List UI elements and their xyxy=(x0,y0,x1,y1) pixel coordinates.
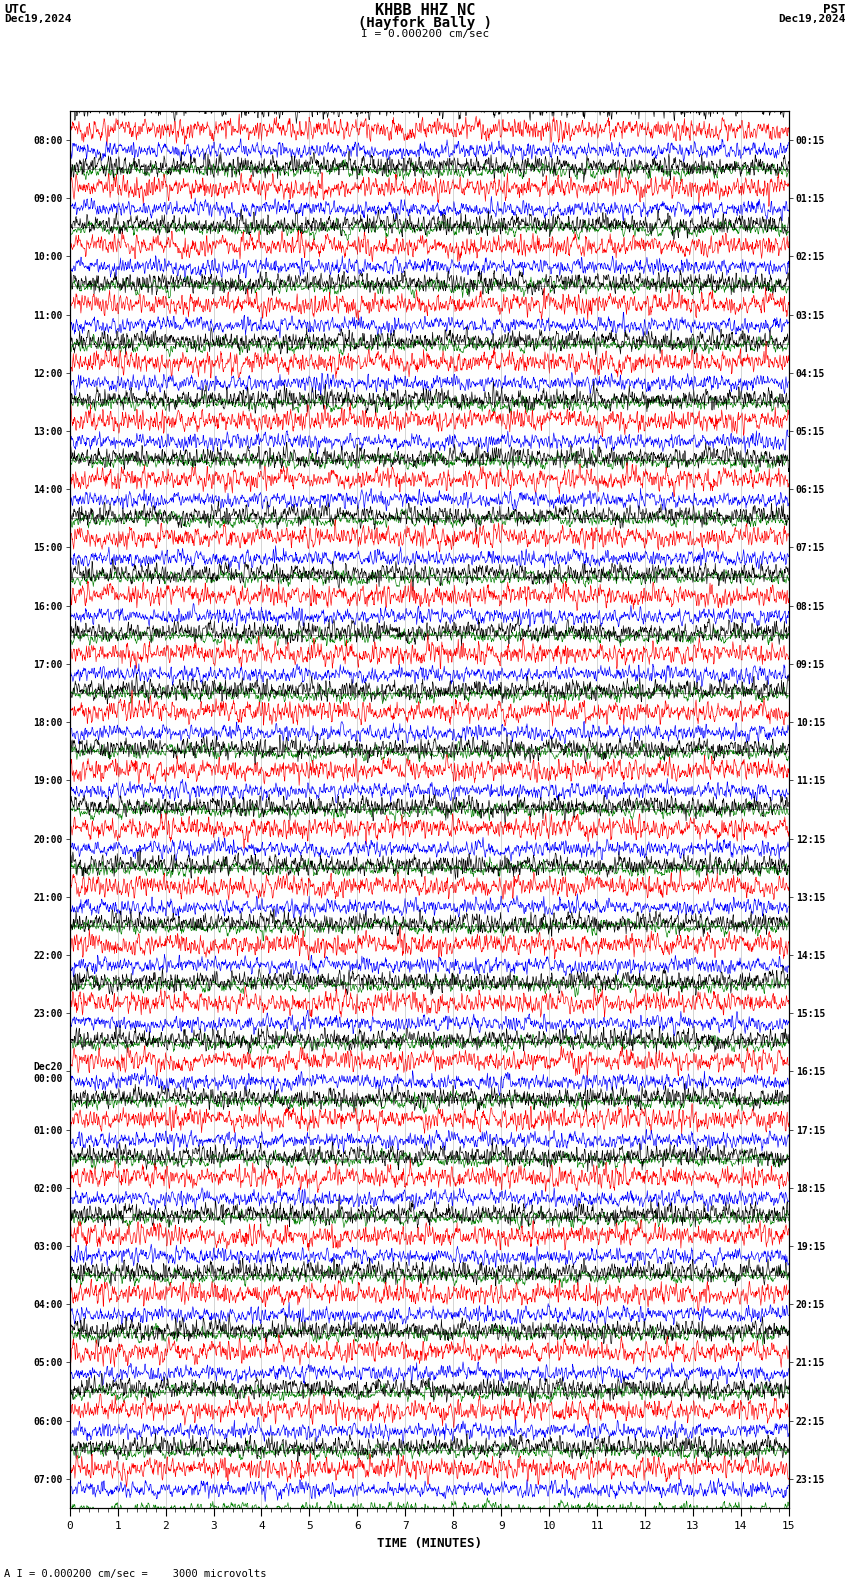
Text: (Hayfork Bally ): (Hayfork Bally ) xyxy=(358,16,492,30)
X-axis label: TIME (MINUTES): TIME (MINUTES) xyxy=(377,1536,482,1549)
Text: KHBB HHZ NC: KHBB HHZ NC xyxy=(375,3,475,17)
Text: PST: PST xyxy=(824,3,846,16)
Text: I = 0.000200 cm/sec: I = 0.000200 cm/sec xyxy=(361,29,489,38)
Text: UTC: UTC xyxy=(4,3,26,16)
Text: A I = 0.000200 cm/sec =    3000 microvolts: A I = 0.000200 cm/sec = 3000 microvolts xyxy=(4,1570,267,1579)
Text: Dec19,2024: Dec19,2024 xyxy=(4,14,71,24)
Text: Dec19,2024: Dec19,2024 xyxy=(779,14,846,24)
